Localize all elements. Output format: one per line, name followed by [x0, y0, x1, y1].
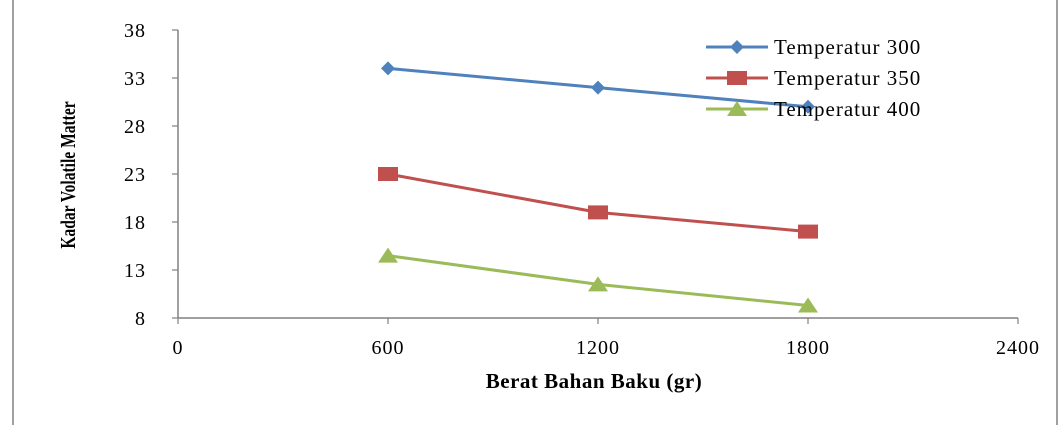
- data-point: [378, 167, 398, 181]
- series-layer: [378, 61, 818, 313]
- x-tick-label: 1800: [786, 337, 830, 359]
- data-point: [798, 297, 818, 313]
- legend-item: Temperatur 300: [706, 35, 921, 59]
- data-point: [591, 80, 605, 95]
- y-tick-label: 8: [135, 308, 146, 330]
- legend-marker: [727, 101, 747, 116]
- data-point: [801, 99, 815, 114]
- legend-item: Temperatur 400: [706, 97, 921, 121]
- y-axis-label: Kadar Volatile Matter: [57, 101, 80, 248]
- data-point: [798, 224, 818, 239]
- legend-item: Temperatur 350: [706, 66, 921, 90]
- legend-marker: [730, 40, 744, 54]
- x-tick-label: 600: [372, 337, 405, 359]
- y-tick-label: 28: [124, 116, 146, 138]
- y-tick-label: 13: [124, 260, 146, 282]
- x-tick-label: 1200: [576, 337, 620, 359]
- data-point: [588, 276, 608, 292]
- data-point: [588, 205, 608, 220]
- legend: Temperatur 300 Temperatur 350 Temperatur 4…: [706, 35, 921, 121]
- legend-label: Temperatur 300: [774, 35, 921, 59]
- y-tick-label: 23: [124, 164, 146, 186]
- y-tick-label: 38: [124, 20, 146, 42]
- x-axis-label: Berat Bahan Baku (gr): [486, 369, 702, 393]
- series-line: [387, 172, 809, 234]
- x-tick-label: 0: [173, 337, 184, 359]
- axes: 8 13 18 23 28 33 38 0 600 1200 1800 2400: [124, 20, 1040, 359]
- data-point: [381, 61, 395, 76]
- y-tick-label: 33: [124, 68, 146, 90]
- legend-marker: [727, 71, 747, 85]
- legend-label: Temperatur 400: [774, 97, 921, 121]
- legend-label: Temperatur 350: [774, 66, 921, 90]
- y-tick-label: 18: [124, 212, 146, 234]
- data-point: [378, 247, 398, 263]
- x-tick-label: 2400: [996, 337, 1040, 359]
